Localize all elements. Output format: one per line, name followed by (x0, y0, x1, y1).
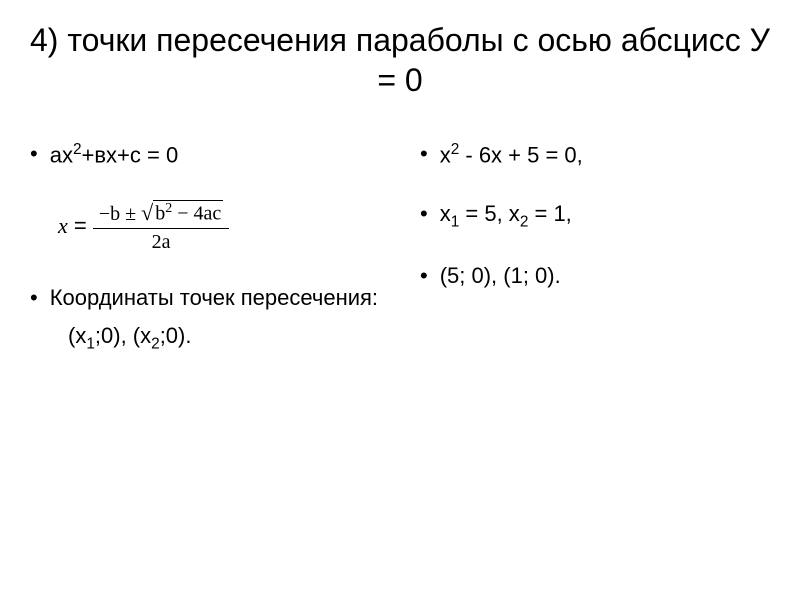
r1-mid: = 5, х (459, 201, 520, 226)
columns-container: • ах2+вх+с = 0 x = −b ± √b2 − 4ac 2a • К… (30, 140, 770, 353)
cv-post: ;0). (160, 323, 192, 348)
r2-post: = 1, (528, 201, 571, 226)
cv-mid: ;0), (х (95, 323, 151, 348)
coords-label: Координаты точек пересечения: (50, 284, 378, 313)
bullet-icon: • (420, 262, 428, 291)
left-column: • ах2+вх+с = 0 x = −b ± √b2 − 4ac 2a • К… (30, 140, 380, 353)
sqrt-b: b (155, 203, 165, 225)
roots-text: х1 = 5, х2 = 1, (440, 200, 572, 232)
fraction: −b ± √b2 − 4ac 2a (93, 200, 229, 254)
roots-row: • х1 = 5, х2 = 1, (420, 200, 770, 232)
cv-pre: (х (68, 323, 86, 348)
req-sup: 2 (451, 141, 460, 158)
req-pre: х (440, 142, 451, 167)
cv-sub2: 2 (151, 335, 160, 352)
slide-title: 4) точки пересечения параболы с осью абс… (30, 20, 770, 100)
quadratic-example: х2 - 6х + 5 = 0, (440, 140, 583, 170)
formula-eq-sign: = (68, 213, 93, 238)
eq-sup: 2 (73, 141, 82, 158)
bullet-icon: • (420, 200, 428, 229)
sqrt: √b2 − 4ac (141, 200, 223, 226)
points-row: • (5; 0), (1; 0). (420, 262, 770, 291)
bullet-icon: • (30, 284, 38, 313)
sqrt-content: b2 − 4ac (153, 200, 223, 226)
quadratic-general: ах2+вх+с = 0 (50, 140, 179, 170)
sqrt-post: − 4ac (172, 203, 221, 225)
left-equation: • ах2+вх+с = 0 (30, 140, 380, 170)
r1-sub: 1 (451, 213, 460, 230)
sqrt-symbol: √ (141, 200, 153, 225)
req-post: - 6х + 5 = 0, (459, 142, 583, 167)
quadratic-formula: x = −b ± √b2 − 4ac 2a (30, 200, 380, 254)
slide-container: 4) точки пересечения параболы с осью абс… (0, 0, 800, 600)
eq-text-2: +вх+с = 0 (82, 142, 179, 167)
denominator: 2a (93, 229, 229, 254)
bullet-icon: • (420, 140, 428, 169)
coords-values: (х1;0), (х2;0). (30, 323, 380, 353)
num-prefix: −b ± (99, 203, 141, 225)
formula-var: x (58, 213, 68, 238)
numerator: −b ± √b2 − 4ac (93, 200, 229, 229)
points-text: (5; 0), (1; 0). (440, 262, 561, 291)
right-column: • х2 - 6х + 5 = 0, • х1 = 5, х2 = 1, • (… (420, 140, 770, 353)
coords-label-row: • Координаты точек пересечения: (30, 284, 380, 313)
cv-sub1: 1 (86, 335, 95, 352)
right-equation: • х2 - 6х + 5 = 0, (420, 140, 770, 170)
r1-pre: х (440, 201, 451, 226)
bullet-icon: • (30, 140, 38, 169)
eq-text: ах (50, 142, 73, 167)
